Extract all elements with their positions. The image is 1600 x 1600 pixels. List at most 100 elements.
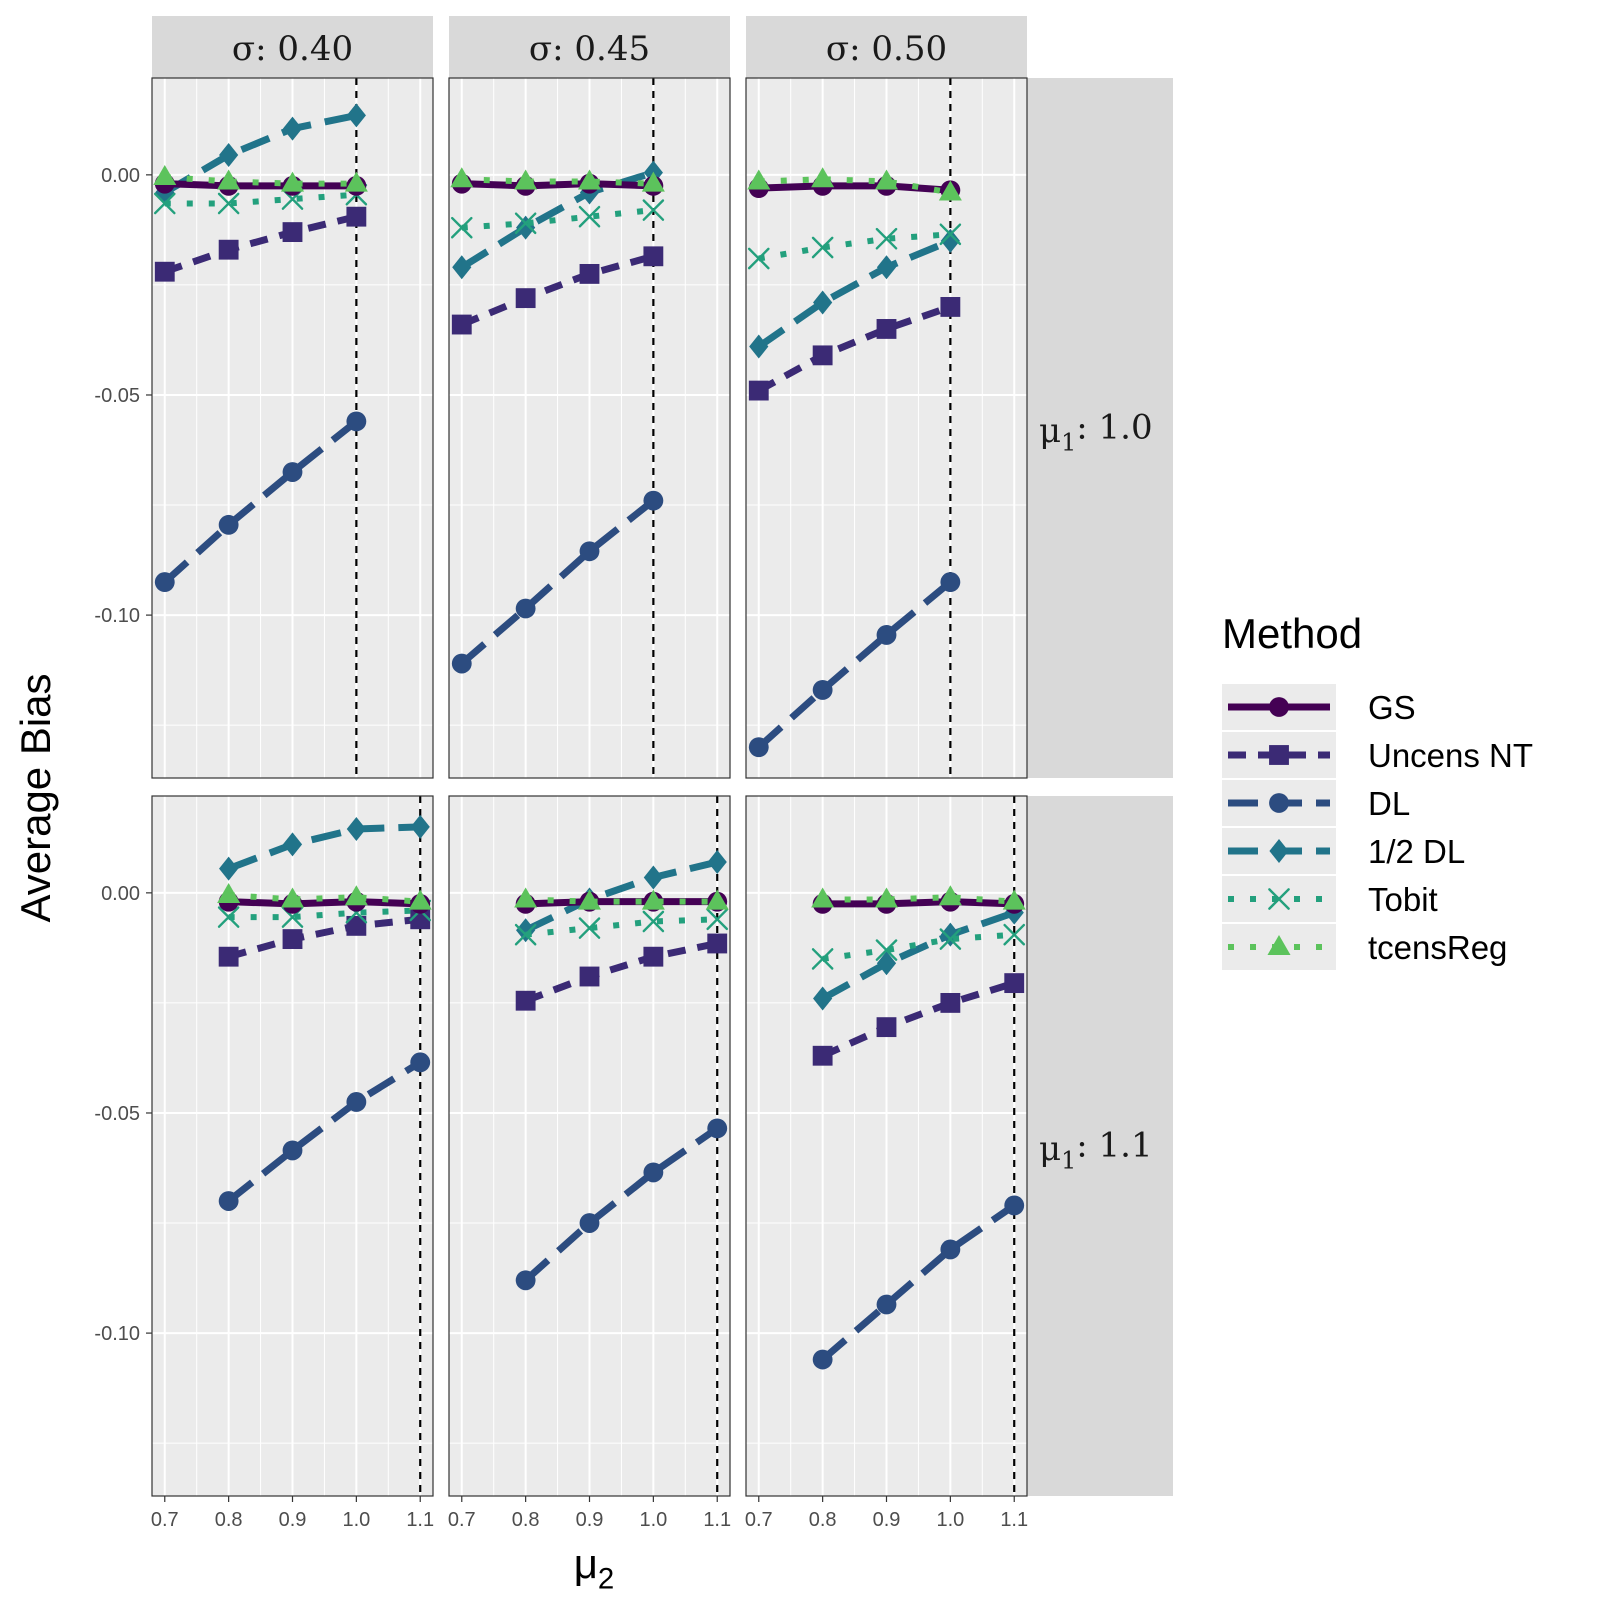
data-point-dl [940,572,961,593]
data-point-uncens-nt [282,222,303,243]
data-point-1-2-dl [219,143,239,168]
x-tick-label: 0.7 [448,1509,476,1531]
legend-key-marker [1269,697,1289,717]
series-line-gs [525,898,718,908]
y-tick-label: -0.05 [94,385,140,407]
series-tcensreg [450,167,665,192]
x-stroke [217,906,240,928]
data-point-dl [812,1349,833,1370]
data-point-dl [876,624,897,645]
data-point-tcensreg [577,889,602,910]
data-point-uncens-nt [346,915,367,936]
data-point-tobit [450,216,473,239]
data-point-tcensreg [153,165,177,186]
data-point-tobit [217,192,240,215]
panel-gridlines [449,78,730,778]
data-point-1-2-dl [876,255,897,280]
y-tick-label: -0.05 [94,1103,140,1125]
data-point-dl [154,572,175,593]
data-point-uncens-nt [218,239,239,260]
legend-label: tcensReg [1368,929,1507,966]
data-point-uncens-nt [218,946,239,967]
series-1-2-dl [749,228,960,359]
facet-row-label: μ1: 1.1 [1039,1125,1153,1174]
x-stroke [1268,888,1290,910]
series-uncens-nt [515,933,728,1011]
data-point-uncens-nt [346,206,367,227]
x-stroke [217,192,240,215]
series-dl [515,1118,728,1291]
legend-key-marker [1269,793,1289,813]
x-tick-label: 0.7 [745,1509,773,1531]
data-point-tcensreg [217,883,241,904]
data-point-uncens-nt [876,319,897,339]
data-point-1-2-dl [707,850,727,875]
data-point-tcensreg [874,887,899,908]
series-dl [218,1052,431,1211]
y-tick-label: -0.10 [94,605,140,627]
data-point-uncens-nt [1004,973,1025,994]
series-line-gs [228,898,421,908]
series-line-uncens-nt [757,303,952,394]
data-point-tobit [939,928,962,950]
series-line-uncens-nt [460,252,655,328]
x-tick-label: 1.1 [1000,1509,1028,1531]
data-point-uncens-nt [940,992,961,1013]
data-point-dl [876,1294,897,1315]
data-point-uncens-nt [154,261,175,282]
series-tcensreg [217,883,432,910]
x-stroke [747,247,770,270]
series-tcensreg [747,167,962,201]
data-point-1-2-dl [940,228,960,253]
legend-key-marker [1268,888,1290,910]
data-point-uncens-nt [812,345,833,366]
x-tick-label: 1.0 [342,1509,370,1531]
x-stroke [811,236,834,259]
data-point-tobit [642,910,665,933]
x-tick-label: 0.7 [151,1509,179,1531]
data-point-tcensreg [1002,889,1026,910]
data-point-tobit [578,205,601,228]
data-point-tcensreg [705,889,729,910]
series-line-dl [226,1059,423,1204]
data-point-tcensreg [938,180,962,201]
series-tcensreg [811,885,1026,910]
data-point-dl [579,1213,600,1233]
math-subscript: 2 [598,1562,614,1595]
data-point-1-2-dl [410,814,430,839]
facet-column-strip-bg [449,16,730,78]
series-tobit [811,923,1026,970]
math-suffix: : 1.1 [1076,1125,1152,1165]
data-point-tobit [939,223,962,246]
data-point-dl [410,1052,431,1073]
series-line-gs [822,898,1015,908]
x-tick-label: 0.8 [512,1509,540,1531]
data-point-tcensreg [577,169,602,190]
series-line-gs [461,180,654,190]
math-symbol: μ [1039,1129,1061,1169]
series-line-tcensreg [822,894,1015,905]
series-dl [451,490,664,674]
data-point-uncens-nt [643,946,664,967]
facet-row-strip-2: μ1: 1.1 [1027,796,1173,1496]
legend-item-gs: GS [1222,684,1416,730]
data-point-tobit [153,192,176,215]
data-point-1-2-dl [643,865,663,890]
data-point-tobit [706,908,729,931]
data-point-dl [1004,1195,1025,1216]
panel-border [151,77,434,779]
series-dl [154,411,367,593]
facet-column-label: σ: 0.50 [826,29,947,69]
panel-series [747,167,962,758]
x-tick-label: 0.8 [215,1509,243,1531]
x-stroke [450,216,473,239]
series-line-tobit [164,191,357,207]
data-point-uncens-nt [748,380,769,401]
data-point-tobit [578,917,601,939]
facet-column-strip-1: σ: 0.40 [152,16,433,78]
series-line-uncens-nt [821,979,1016,1059]
legend-key-marker [1269,745,1289,765]
facet-panel-r1-c1: 0.00 -0.05 -0.10 [94,77,434,779]
series-line-uncens-nt [524,940,718,1004]
